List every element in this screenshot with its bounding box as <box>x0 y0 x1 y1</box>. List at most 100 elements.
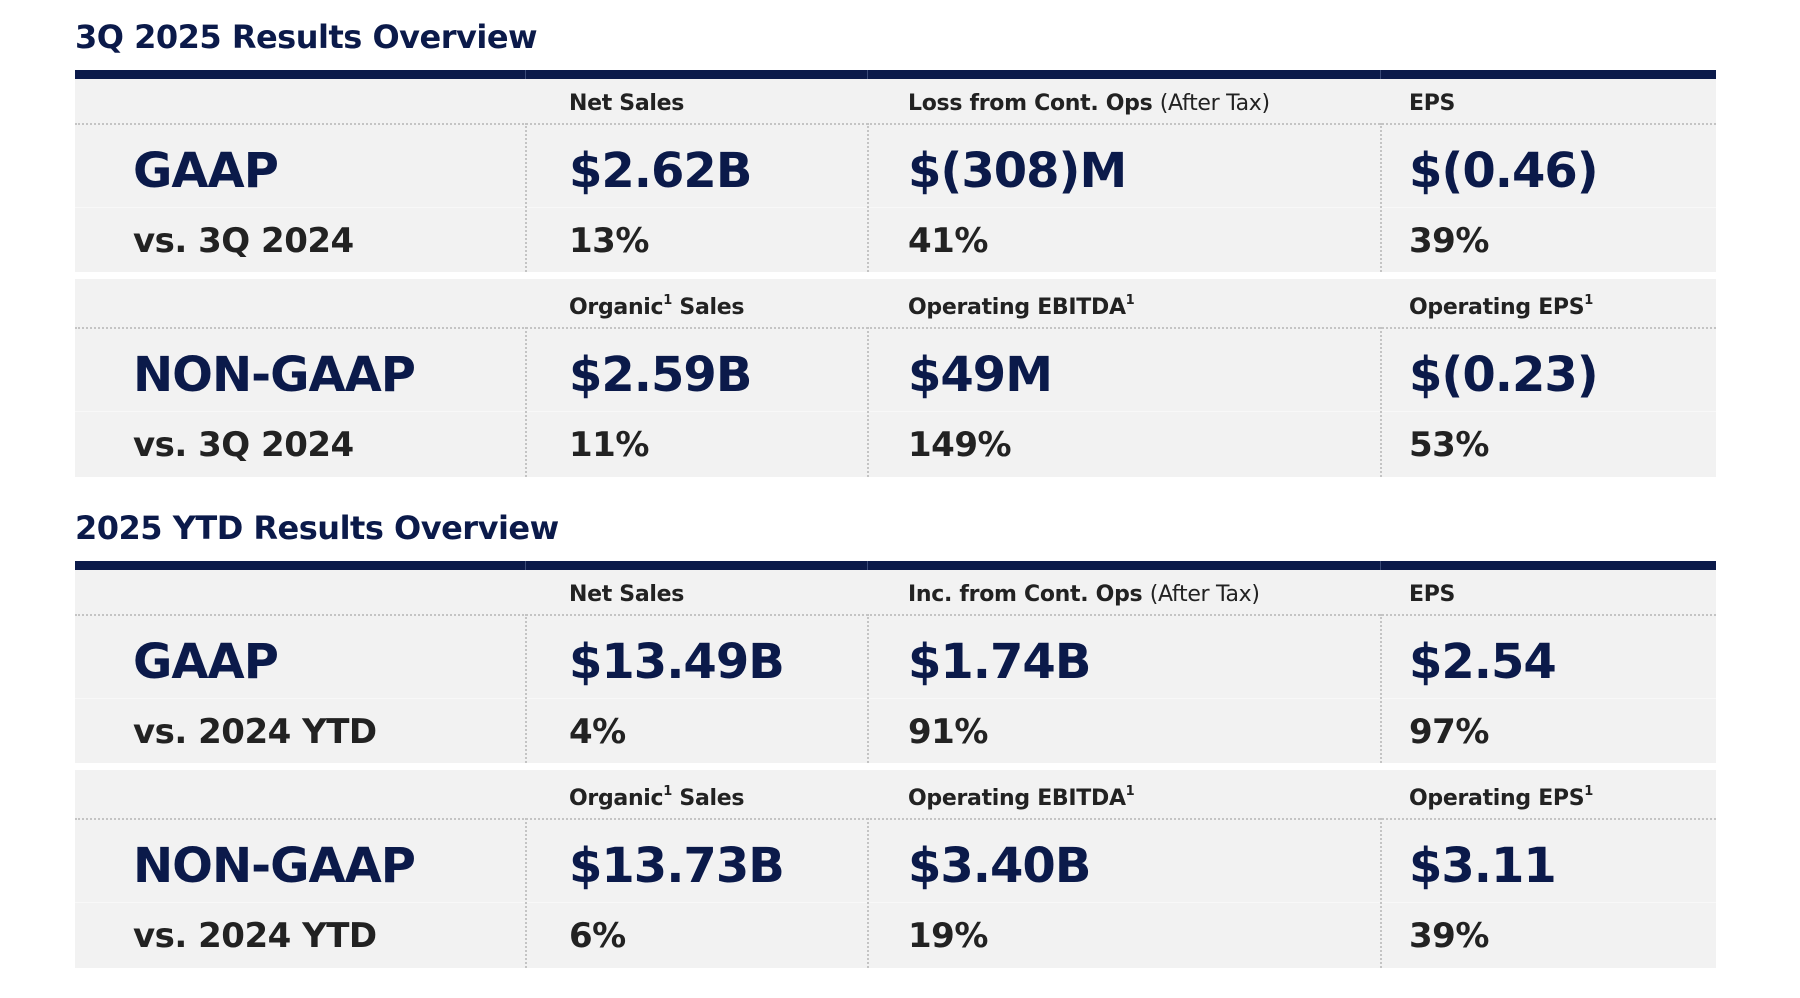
column-header-text: Organic <box>569 786 664 811</box>
header-rule <box>75 70 1716 79</box>
column-header: Operating EPS1 <box>1409 293 1594 320</box>
metric-value: $2.54 <box>1409 634 1557 690</box>
column-divider <box>1380 327 1382 477</box>
column-header-text: Operating EPS <box>1409 786 1585 811</box>
column-divider <box>525 818 527 968</box>
column-divider <box>867 818 869 968</box>
rule-divider <box>867 70 868 79</box>
column-header-text: Net Sales <box>569 91 685 116</box>
column-header: EPS <box>1409 91 1455 116</box>
column-header-note: (After Tax) <box>1149 582 1260 607</box>
column-divider <box>1380 614 1382 763</box>
comparison-label: vs. 3Q 2024 <box>133 221 354 261</box>
rule-divider <box>525 561 526 570</box>
column-header: Operating EPS1 <box>1409 784 1594 811</box>
column-header-text: EPS <box>1409 582 1456 607</box>
footnote-marker: 1 <box>1584 784 1594 799</box>
column-divider <box>867 123 869 272</box>
comparison-label: vs. 3Q 2024 <box>133 425 354 465</box>
metric-value: $3.40B <box>908 838 1091 894</box>
row-label: GAAP <box>133 143 279 199</box>
column-header: Operating EBITDA1 <box>908 784 1135 811</box>
column-header-text: Operating EBITDA <box>908 295 1126 320</box>
column-header: Organic1 Sales <box>569 293 745 320</box>
rule-divider <box>867 561 868 570</box>
metric-value: $13.73B <box>569 838 785 894</box>
metric-value: $(0.23) <box>1409 347 1599 403</box>
column-header-text: Organic <box>569 295 664 320</box>
row-divider <box>75 698 1716 699</box>
column-header: Net Sales <box>569 582 684 607</box>
rule-divider <box>525 70 526 79</box>
metric-change: 91% <box>908 712 988 752</box>
metric-value: $(308)M <box>908 143 1127 199</box>
column-divider <box>525 123 527 272</box>
metric-value: $2.59B <box>569 347 752 403</box>
metric-change: 6% <box>569 916 626 956</box>
row-divider <box>75 411 1716 412</box>
row-label: GAAP <box>133 634 279 690</box>
metric-value: $13.49B <box>569 634 785 690</box>
metric-change: 11% <box>569 425 649 465</box>
column-header-note: (After Tax) <box>1159 91 1270 116</box>
metric-change: 53% <box>1409 425 1489 465</box>
comparison-label: vs. 2024 YTD <box>133 712 377 752</box>
gaap-block: GAAP vs. 2024 YTD Net Sales $13.49B 4% Inc. f… <box>75 570 1716 763</box>
metric-change: 41% <box>908 221 988 261</box>
metric-change: 13% <box>569 221 649 261</box>
column-header-text: Net Sales <box>569 582 685 607</box>
column-divider <box>1380 123 1382 272</box>
column-header-text: Operating EBITDA <box>908 786 1126 811</box>
header-rule <box>75 561 1716 570</box>
metric-value: $49M <box>908 347 1053 403</box>
footnote-marker: 1 <box>663 784 673 799</box>
row-label: NON-GAAP <box>133 347 416 403</box>
header-divider <box>75 327 1716 329</box>
column-header-text: Loss from Cont. Ops <box>908 91 1153 116</box>
header-divider <box>75 614 1716 616</box>
row-divider <box>75 207 1716 208</box>
comparison-label: vs. 2024 YTD <box>133 916 377 956</box>
column-header-tail: Sales <box>672 295 745 320</box>
metric-change: 97% <box>1409 712 1489 752</box>
rule-divider <box>1380 70 1381 79</box>
column-divider <box>525 614 527 763</box>
footnote-marker: 1 <box>1125 784 1135 799</box>
column-header: Net Sales <box>569 91 684 116</box>
metric-value: $(0.46) <box>1409 143 1599 199</box>
column-divider <box>525 327 527 477</box>
footnote-marker: 1 <box>1584 293 1594 308</box>
column-header-text: Inc. from Cont. Ops <box>908 582 1143 607</box>
column-header: Organic1 Sales <box>569 784 745 811</box>
column-header-text: Operating EPS <box>1409 295 1585 320</box>
footnote-marker: 1 <box>663 293 673 308</box>
section-title: 2025 YTD Results Overview <box>75 509 559 547</box>
non-gaap-block: NON-GAAP vs. 3Q 2024 Organic1 Sales $2.59B 1… <box>75 279 1716 477</box>
column-divider <box>867 327 869 477</box>
metric-change: 39% <box>1409 221 1489 261</box>
header-divider <box>75 123 1716 125</box>
metric-change: 149% <box>908 425 1012 465</box>
footnote-marker: 1 <box>1125 293 1135 308</box>
metric-value: $2.62B <box>569 143 752 199</box>
column-divider <box>1380 818 1382 968</box>
row-label: NON-GAAP <box>133 838 416 894</box>
gaap-block: GAAP vs. 3Q 2024 Net Sales $2.62B 13% Loss fr… <box>75 79 1716 272</box>
rule-divider <box>1380 561 1381 570</box>
column-divider <box>867 614 869 763</box>
metric-value: $1.74B <box>908 634 1091 690</box>
section-title: 3Q 2025 Results Overview <box>75 18 538 56</box>
column-header-text: EPS <box>1409 91 1456 116</box>
column-header: Inc. from Cont. Ops (After Tax) <box>908 582 1260 607</box>
metric-change: 4% <box>569 712 626 752</box>
row-divider <box>75 902 1716 903</box>
metric-change: 39% <box>1409 916 1489 956</box>
column-header: Operating EBITDA1 <box>908 293 1135 320</box>
metric-change: 19% <box>908 916 988 956</box>
non-gaap-block: NON-GAAP vs. 2024 YTD Organic1 Sales $13.73… <box>75 770 1716 968</box>
column-header: EPS <box>1409 582 1455 607</box>
column-header: Loss from Cont. Ops (After Tax) <box>908 91 1270 116</box>
header-divider <box>75 818 1716 820</box>
column-header-tail: Sales <box>672 786 745 811</box>
metric-value: $3.11 <box>1409 838 1557 894</box>
